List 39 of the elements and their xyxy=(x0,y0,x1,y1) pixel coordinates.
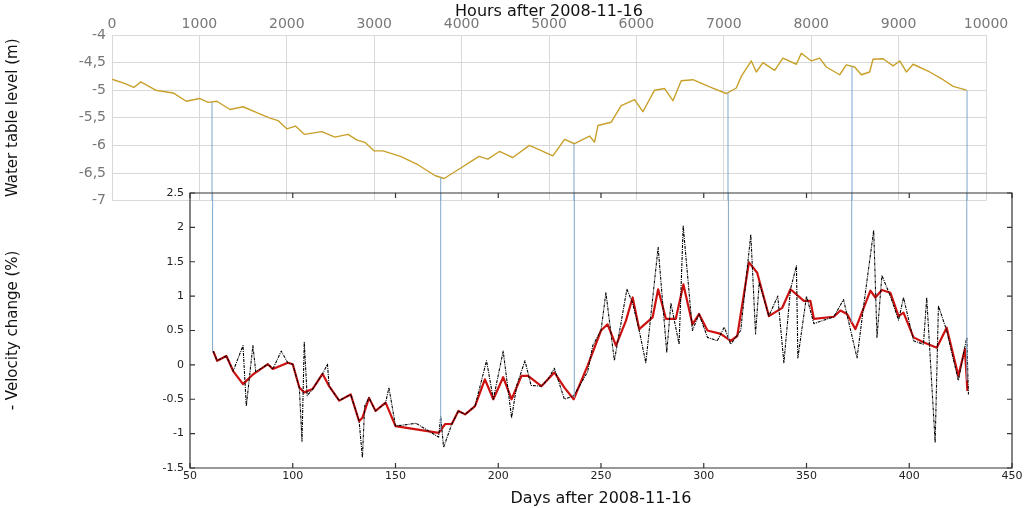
y-tick-label: -0.5 xyxy=(162,392,184,406)
x-axis-title: Days after 2008-11-16 xyxy=(510,487,692,507)
y-tick-label: -5,5 xyxy=(78,108,106,125)
y-tick-label: -1.5 xyxy=(162,460,184,474)
x-tick-label: 1000 xyxy=(181,15,218,32)
y-tick-label: 1.5 xyxy=(166,254,184,268)
x-tick-label: 400 xyxy=(898,469,920,483)
y-tick-label: -4,5 xyxy=(78,53,106,70)
x-tick-label: 9000 xyxy=(880,15,917,32)
y-tick-label: -4 xyxy=(92,25,107,42)
y-axis-title: - Velocity change (%) xyxy=(2,250,21,411)
x-tick-label: 8000 xyxy=(793,15,830,32)
x-tick-label: 4000 xyxy=(443,15,480,32)
x-tick-label: 10000 xyxy=(963,15,1009,32)
x-tick-label: 150 xyxy=(385,469,406,483)
y-tick-label: -5 xyxy=(92,80,106,97)
x-tick-label: 5000 xyxy=(531,15,567,32)
y-tick-label: -6,5 xyxy=(78,163,106,180)
y-tick-label: -6 xyxy=(92,136,107,153)
x-tick-label: 300 xyxy=(693,469,715,483)
x-tick-label: 200 xyxy=(487,469,509,483)
x-tick-label: 2000 xyxy=(268,15,305,32)
x-tick-label: 350 xyxy=(796,469,817,483)
y-tick-label: -7 xyxy=(92,191,106,208)
y-tick-label: 2.5 xyxy=(166,185,184,199)
y-tick-label: 1 xyxy=(177,288,184,302)
x-tick-label: 50 xyxy=(183,469,197,483)
y-tick-label: 0 xyxy=(177,357,184,371)
y-tick-label: 2 xyxy=(177,220,184,234)
y-axis-title: Water table level (m) xyxy=(2,38,21,198)
x-tick-label: 450 xyxy=(1001,469,1023,483)
x-tick-label: 7000 xyxy=(705,15,742,32)
x-tick-label: 250 xyxy=(590,469,612,483)
y-tick-label: 0.5 xyxy=(166,323,184,337)
x-tick-label: 3000 xyxy=(356,15,393,32)
x-tick-label: 6000 xyxy=(618,15,655,32)
y-tick-label: -1 xyxy=(173,426,184,440)
line-series xyxy=(212,225,969,459)
x-tick-label: 100 xyxy=(282,469,304,483)
